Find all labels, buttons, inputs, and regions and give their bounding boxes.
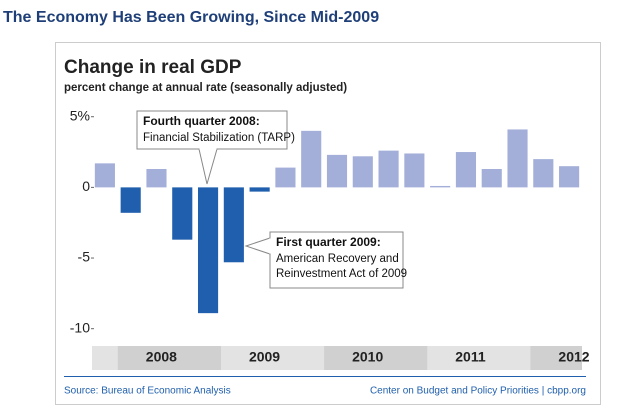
bar (94, 163, 115, 188)
bar (172, 187, 193, 240)
page-title: The Economy Has Been Growing, Since Mid-… (3, 9, 379, 26)
chart-frame (55, 42, 601, 405)
year-label: 2011 (455, 349, 486, 365)
annotation-box (269, 231, 404, 289)
y-tick-label: 0 (82, 178, 90, 194)
annotation-text: American Recovery and (276, 253, 399, 265)
bar (249, 187, 270, 192)
source: Source: Bureau of Economic Analysis (64, 386, 231, 397)
credit: Center on Budget and Policy Priorities |… (370, 386, 586, 397)
annotation-title: First quarter 2009: (276, 235, 381, 249)
bar (378, 150, 399, 188)
year-band (530, 346, 582, 370)
bar (197, 187, 219, 314)
annotation-box (136, 110, 288, 150)
bar (533, 159, 554, 188)
bar (559, 166, 580, 188)
bar (326, 154, 348, 188)
bar (430, 185, 451, 188)
bar (146, 169, 167, 188)
year-label: 2012 (558, 349, 589, 365)
bar (275, 167, 296, 188)
bar (352, 156, 373, 188)
year-band (117, 346, 221, 370)
chart-title: Change in real GDP (64, 57, 242, 78)
year-band (324, 346, 428, 370)
year-label: 2008 (146, 349, 177, 365)
y-tick-label: -5 (78, 249, 91, 265)
chart-subtitle: percent change at annual rate (seasonall… (64, 82, 347, 94)
bar (223, 187, 244, 263)
bar (301, 130, 322, 188)
bar (120, 187, 141, 213)
year-label: 2009 (249, 349, 280, 365)
bar (455, 152, 477, 188)
annotation-text: Financial Stabilization (TARP) (143, 132, 295, 144)
annotation-title: Fourth quarter 2008: (143, 114, 260, 128)
y-tick-label: -10 (70, 319, 90, 335)
annotation-text: Reinvestment Act of 2009 (276, 268, 407, 280)
bar (404, 153, 425, 188)
bar (481, 169, 502, 188)
y-tick-label: 5% (70, 107, 90, 123)
bar (507, 129, 528, 188)
year-label: 2010 (352, 349, 383, 365)
